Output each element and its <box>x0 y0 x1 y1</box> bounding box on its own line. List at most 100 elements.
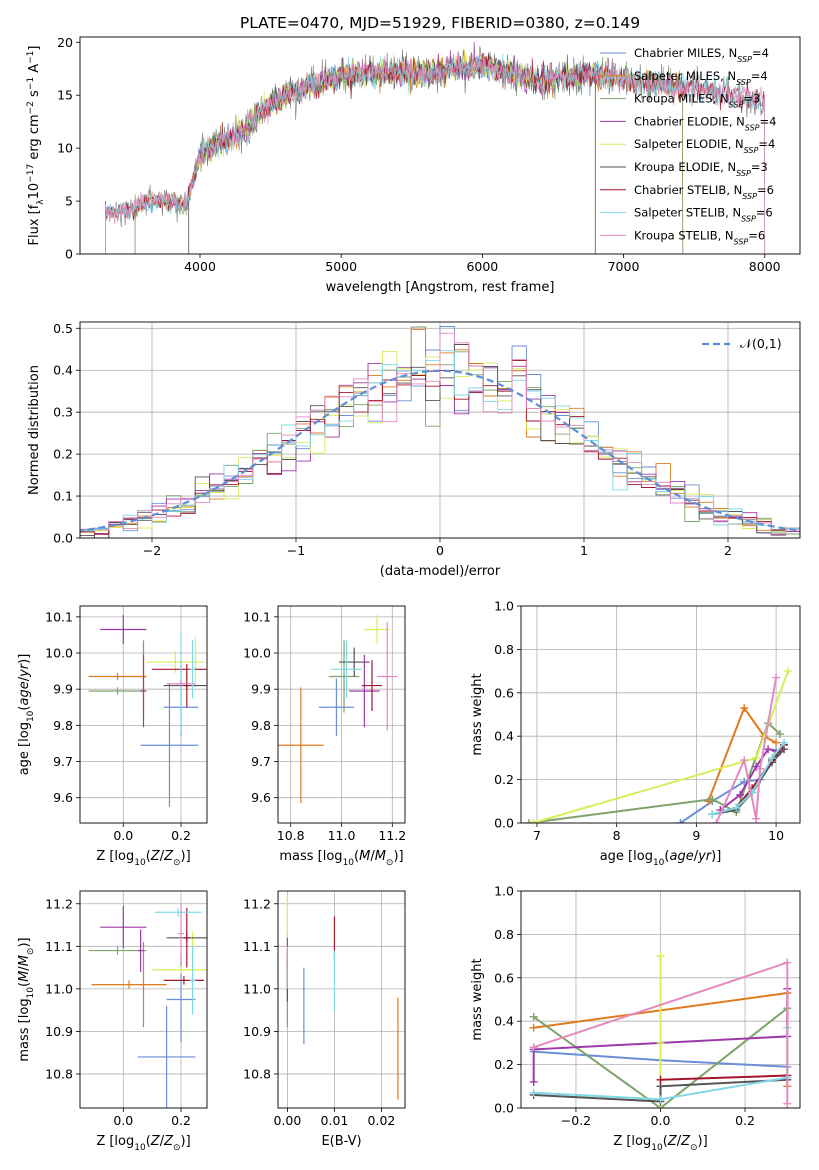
mass-weight-marker <box>708 810 717 819</box>
y-axis-label: mass weight <box>470 673 485 755</box>
age-vs-z-panel: 0.0 0.2 9.6 9.7 9.8 9.9 10.0 10.1 Z [log10(Z/Z⊙)… <box>17 605 208 868</box>
mass-weight-marker <box>784 667 793 676</box>
plot-area <box>88 903 207 1108</box>
x-tick-label: 0 <box>436 543 444 558</box>
y-tick-label: 10.0 <box>243 646 271 661</box>
y-tick-label: 11.2 <box>243 896 271 911</box>
y-tick-label: 0 <box>65 247 73 262</box>
mass-weight-line <box>528 721 781 823</box>
x-tick-label: 1 <box>580 543 588 558</box>
y-tick-label: 0.1 <box>53 489 73 504</box>
legend-label: Kroupa STELIB, NSSP=6 <box>634 228 765 246</box>
x-tick-label: 0.2 <box>735 1113 755 1128</box>
y-tick-label: 1.0 <box>494 599 514 614</box>
axes-frame <box>79 890 208 1109</box>
legend-label: Chabrier MILES, NSSP=4 <box>634 46 769 64</box>
x-tick-label: 0.00 <box>273 1113 301 1128</box>
spectrum-model-line <box>105 52 766 254</box>
x-axis-label: E(B-V) <box>321 1134 361 1149</box>
y-tick-label: 11.1 <box>45 939 73 954</box>
mass-weight-marker <box>529 1012 538 1021</box>
y-axis-label: mass weight <box>470 958 485 1040</box>
y-axis-label: Normed distribution <box>27 365 42 495</box>
mass-weight-line <box>532 670 789 823</box>
y-tick-label: 9.6 <box>251 790 271 805</box>
y-tick-label: 0.4 <box>494 1014 514 1029</box>
legend-label: Salpeter STELIB, NSSP=6 <box>634 206 773 224</box>
figure-title: PLATE=0470, MJD=51929, FIBERID=0380, z=0… <box>240 14 640 32</box>
x-tick-label: −0.2 <box>561 1113 591 1128</box>
mass-weight-marker <box>528 819 537 823</box>
legend-label: Kroupa MILES, NSSP=3 <box>634 92 760 110</box>
x-tick-label: 0.2 <box>171 1113 191 1128</box>
axes-frame <box>277 605 406 824</box>
mass-weight-marker <box>529 1023 538 1032</box>
y-axis-label: age [log10(age/yr)] <box>17 654 36 776</box>
mass-weight-marker <box>740 703 749 712</box>
x-tick-label: 0.0 <box>113 1113 133 1128</box>
plot-area <box>80 326 800 538</box>
y-tick-label: 9.7 <box>251 754 271 769</box>
y-tick-label: 0.2 <box>494 1057 514 1072</box>
x-tick-label: 7000 <box>608 259 640 274</box>
x-tick-label: 4000 <box>184 259 216 274</box>
residual-histogram <box>80 332 800 535</box>
legend-label: Chabrier ELODIE, NSSP=4 <box>634 114 776 131</box>
y-tick-label: 15 <box>57 88 73 103</box>
mass-vs-ebv-panel: 0.00 0.01 0.02 10.8 10.9 11.0 11.1 11.2 E(B-V) <box>243 890 406 1149</box>
mass-weight-vs-age-panel: 7 8 9 10 0.0 0.2 0.4 0.6 0.8 1.0 age [log10(age/yr… <box>470 599 801 868</box>
legend-label: Salpeter MILES, NSSP=4 <box>634 69 768 87</box>
y-tick-label: 1.0 <box>494 884 514 899</box>
mass-weight-marker <box>676 819 685 823</box>
residuals-panel: −2 −1 0 1 2 0.0 0.1 0.2 0.3 0.4 0.5 (data-model)/er… <box>27 321 801 579</box>
mass-weight-marker <box>780 738 789 747</box>
mass-weight-marker <box>656 1038 665 1047</box>
y-tick-label: 0.3 <box>53 405 73 420</box>
x-tick-label: 8 <box>613 828 621 843</box>
y-tick-label: 0.6 <box>494 685 514 700</box>
x-tick-label: 6000 <box>466 259 498 274</box>
y-tick-label: 11.0 <box>243 981 271 996</box>
x-axis-label: mass [log10(M/M⊙)] <box>279 849 403 868</box>
y-tick-label: 5 <box>65 194 73 209</box>
x-axis-label: Z [log10(Z/Z⊙)] <box>96 849 190 868</box>
mass-weight-marker <box>656 1095 665 1104</box>
mass-vs-z-panel: 0.0 0.2 10.8 10.9 11.0 11.1 11.2 Z [log10(Z/Z⊙)… <box>17 890 208 1153</box>
mass-weight-marker <box>772 738 781 747</box>
mass-weight-marker <box>732 803 741 812</box>
y-tick-label: 10.0 <box>45 646 73 661</box>
mass-weight-line <box>707 705 777 802</box>
y-tick-label: 10.8 <box>45 1066 73 1081</box>
plot-area <box>278 615 398 804</box>
y-tick-label: 10 <box>57 141 73 156</box>
x-tick-label: 9 <box>692 828 700 843</box>
x-tick-label: 11.2 <box>378 828 406 843</box>
y-tick-label: 0.0 <box>494 816 514 831</box>
y-tick-label: 10.9 <box>45 1024 73 1039</box>
x-axis-label: (data-model)/error <box>380 564 501 579</box>
y-tick-label: 10.9 <box>243 1024 271 1039</box>
y-axis-label: mass [log10(M/M⊙)] <box>17 937 36 1061</box>
y-tick-label: 11.1 <box>243 939 271 954</box>
mass-weight-marker <box>752 814 761 823</box>
mass-weight-line <box>533 1078 788 1103</box>
axes-frame <box>79 36 801 255</box>
y-tick-label: 0.2 <box>53 447 73 462</box>
y-tick-label: 9.7 <box>53 754 73 769</box>
mass-weight-marker <box>783 958 792 967</box>
y-tick-label: 0.4 <box>53 363 73 378</box>
mass-weight-marker <box>524 819 533 823</box>
mass-weight-marker <box>529 1077 538 1086</box>
x-tick-label: 0.0 <box>113 828 133 843</box>
x-tick-label: 0.01 <box>321 1113 349 1128</box>
mass-weight-marker <box>529 1088 538 1097</box>
x-axis-label: Z [log10(Z/Z⊙)] <box>96 1134 190 1153</box>
x-tick-label: −1 <box>287 543 305 558</box>
plot-area <box>529 952 792 1108</box>
y-tick-label: 0.2 <box>494 772 514 787</box>
plot-area <box>88 615 207 807</box>
legend-label: Chabrier STELIB, NSSP=6 <box>634 183 774 201</box>
legend-label: Salpeter ELODIE, NSSP=4 <box>634 137 775 155</box>
axes-frame <box>79 605 208 824</box>
y-tick-label: 10.1 <box>243 609 271 624</box>
